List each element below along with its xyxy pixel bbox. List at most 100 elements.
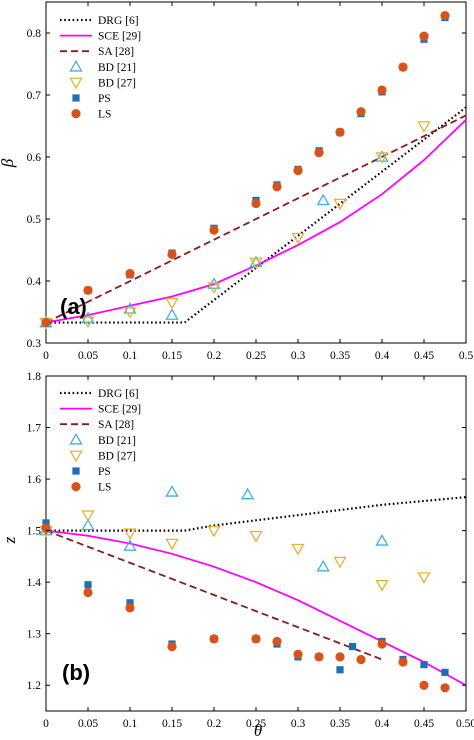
x-tick-label: 0.1 xyxy=(123,350,138,362)
y-axis-label-a: β xyxy=(0,158,17,168)
data-point-bd-27 xyxy=(207,282,221,295)
legend-label-sa-28: SA [28] xyxy=(98,46,134,58)
data-point-bd-27 xyxy=(375,152,389,164)
data-point-ls xyxy=(251,198,261,209)
data-point-ls xyxy=(125,603,135,613)
legend-label-ls: LS xyxy=(98,482,111,494)
x-tick-label: 0.50 xyxy=(456,718,474,730)
legend-label-sce-29: SCE [29] xyxy=(98,31,141,43)
data-point-ls xyxy=(440,683,450,693)
data-point-ls xyxy=(83,587,93,598)
data-point-ls xyxy=(419,680,429,690)
y-tick-label: 1.5 xyxy=(27,526,42,538)
data-point-bd-27 xyxy=(165,297,179,310)
data-point-ls xyxy=(377,85,387,95)
y-tick-label: 0.4 xyxy=(27,276,42,288)
data-point-bd-21 xyxy=(165,308,179,320)
data-point-ls xyxy=(314,652,324,662)
data-point-ls xyxy=(209,225,219,235)
data-point-bd-21 xyxy=(375,534,389,546)
data-point-bd-27 xyxy=(291,232,305,245)
data-point-bd-21 xyxy=(375,150,389,162)
legend-swatch-bd-27 xyxy=(69,450,83,463)
y-axis-label-b: z xyxy=(0,536,19,544)
series-line-sa-28 xyxy=(45,114,467,324)
chart-marks-b xyxy=(39,485,467,693)
legend-label-drg-6: DRG [6] xyxy=(98,15,139,27)
x-axis-label: θ xyxy=(254,721,262,740)
data-point-ps xyxy=(349,642,357,651)
panel-b: 0 0.05 0.1 0.15 0.2 0.25 0.3 0.35 0.4 0.45 0.50 1.2… xyxy=(0,371,474,740)
panel-tag-b: (b) xyxy=(62,660,90,685)
data-point-ls xyxy=(293,166,303,176)
data-point-ps xyxy=(420,661,428,669)
x-tick-label: 0.1 xyxy=(123,718,138,730)
y-tick-label: 0.7 xyxy=(27,90,42,102)
y-tick-label: 0.5 xyxy=(27,214,42,226)
data-point-ps xyxy=(441,668,449,676)
x-tick-label: 0.15 xyxy=(162,350,182,362)
data-point-ls xyxy=(272,182,282,192)
data-point-ls xyxy=(419,31,429,41)
x-tick-label: 0.45 xyxy=(414,718,434,730)
data-point-bd-27 xyxy=(333,198,347,211)
y-tick-label: 1.8 xyxy=(27,371,42,383)
data-point-ls xyxy=(440,11,450,21)
data-point-bd-27 xyxy=(375,579,389,592)
x-tick-label: 0.05 xyxy=(78,350,98,362)
legend-b: DRG [6] SCE [29] SA [28] BD [21] BD [27] PS LS xyxy=(60,388,141,494)
legend-label-ps: PS xyxy=(98,93,111,105)
series-line-sce-29 xyxy=(45,119,467,324)
legend-label-sce-29: SCE [29] xyxy=(98,404,141,416)
data-point-bd-27 xyxy=(417,572,431,584)
y-tick-label: 1.7 xyxy=(27,423,42,435)
data-point-bd-27 xyxy=(291,543,305,556)
data-point-bd-27 xyxy=(123,528,137,541)
data-point-ls xyxy=(356,654,366,665)
data-point-ls xyxy=(377,639,387,649)
legend-swatch-bd-27 xyxy=(69,77,83,90)
data-point-bd-21 xyxy=(81,518,95,531)
legend-swatch-bd-21 xyxy=(69,59,83,72)
x-tick-label: 0.4 xyxy=(375,350,390,362)
x-tick-label: 0.35 xyxy=(330,350,350,362)
series-line-sce-29 xyxy=(45,529,467,687)
data-point-ps xyxy=(84,581,92,589)
data-point-bd-21 xyxy=(249,255,263,268)
legend-label-sa-28: SA [28] xyxy=(98,419,134,431)
data-point-ls xyxy=(167,641,177,652)
legend-label-ls: LS xyxy=(98,109,111,121)
panel-a: 0 0.05 0.1 0.15 0.2 0.25 0.3 0.35 0.4 0.45 0.5 0.3 0… xyxy=(0,1,474,362)
data-point-ls xyxy=(398,62,408,72)
y-tick-label: 0.6 xyxy=(27,152,42,164)
x-tick-label: 0.3 xyxy=(291,718,306,730)
panel-tag-a: (a) xyxy=(60,294,87,319)
y-tick-label: 0.3 xyxy=(27,338,42,350)
legend-label-bd-27: BD [27] xyxy=(98,77,136,89)
data-point-bd-21 xyxy=(240,487,255,500)
data-point-bd-27 xyxy=(333,556,347,569)
legend-a: DRG [6] SCE [29] SA [28] BD [21] BD [27] PS LS xyxy=(60,15,141,121)
data-point-ls xyxy=(398,657,408,667)
data-point-bd-27 xyxy=(249,257,263,270)
data-point-bd-27 xyxy=(417,121,431,133)
legend-label-bd-21: BD [21] xyxy=(98,62,136,74)
series-line-sa-28 xyxy=(45,529,383,661)
data-point-ps xyxy=(42,519,50,527)
data-point-bd-27 xyxy=(81,510,95,522)
legend-label-drg-6: DRG [6] xyxy=(98,388,139,400)
data-point-ls xyxy=(209,634,219,644)
data-point-ls xyxy=(41,317,51,328)
x-tick-label: 0.5 xyxy=(459,350,474,362)
series-line-drg-6 xyxy=(46,106,467,324)
data-point-bd-27 xyxy=(123,307,137,319)
y-tick-label: 1.4 xyxy=(27,577,42,589)
legend-swatch-ps xyxy=(72,467,80,475)
data-point-ps xyxy=(126,599,134,607)
x-tick-label: 0.45 xyxy=(414,350,434,362)
data-point-bd-27 xyxy=(165,538,179,551)
data-point-bd-27 xyxy=(81,316,95,329)
data-point-ls xyxy=(125,268,135,279)
x-tick-label: 0 xyxy=(43,718,49,730)
data-point-ls xyxy=(272,636,282,647)
